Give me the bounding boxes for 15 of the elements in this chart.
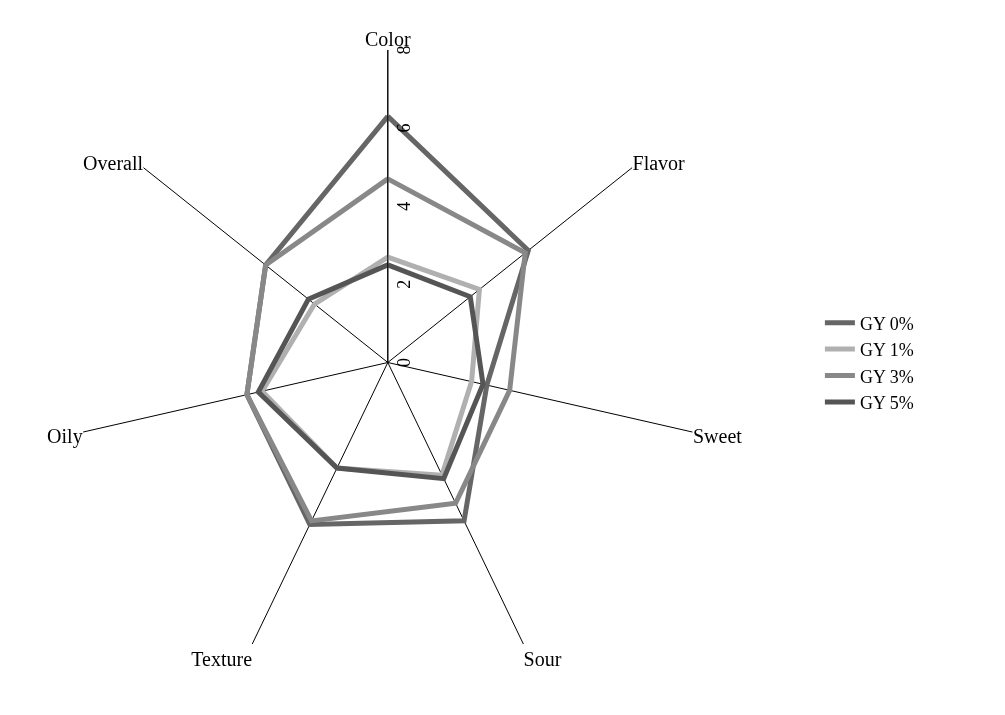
spoke-label: Oily [47,425,83,449]
spoke-label: Sour [523,647,562,670]
spoke-label: Texture [191,647,253,670]
spoke-label: Sweet [692,425,743,448]
y-tick-label: 6 [393,123,414,133]
y-tick-label: 2 [393,279,414,289]
spoke-label: Flavor [632,152,686,175]
legend-label: GY 1% [859,340,914,361]
y-tick-label: 4 [393,201,414,211]
y-tick-label: 8 [393,45,414,55]
y-tick-label: 0 [393,358,414,367]
legend-label: GY 3% [859,366,914,387]
legend-label: GY 0% [859,313,914,334]
spoke-label: Overall [83,152,144,175]
legend-label: GY 5% [859,392,914,413]
